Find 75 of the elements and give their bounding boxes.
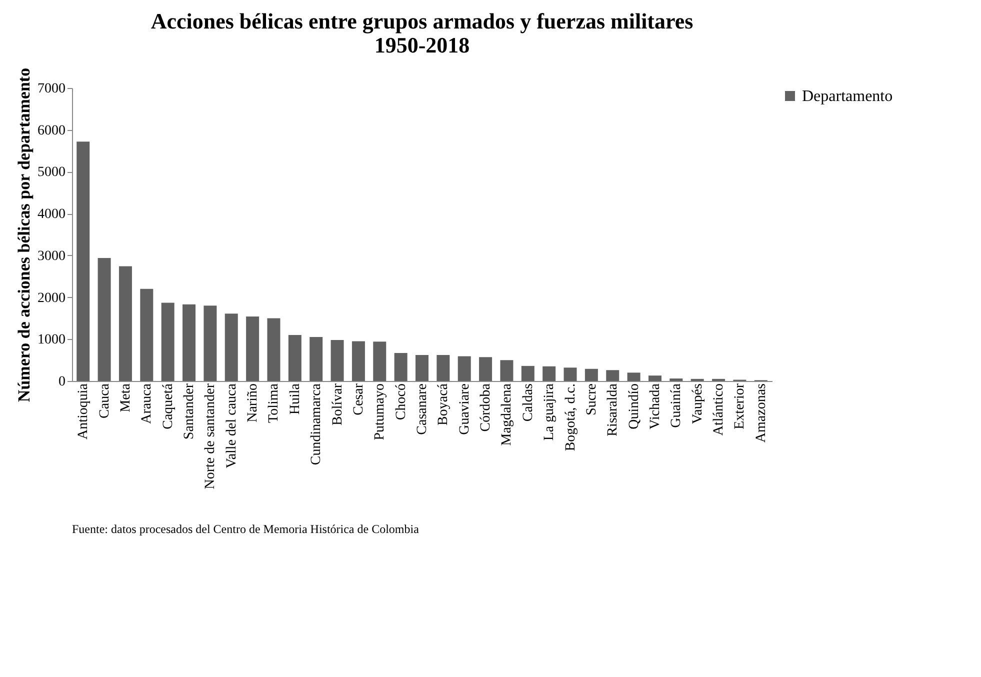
x-tick-label: Guainía [669,382,684,428]
x-tick-label: Vichada [648,382,663,430]
y-tick-label: 2000 [38,290,66,306]
x-tick-label: Caldas [520,384,536,422]
bar [288,334,302,381]
text: 1950-2018 [374,32,470,58]
legend-label: Departamento [802,88,893,105]
bar [224,314,238,381]
bar [161,302,174,381]
x-tick-label: Antioquia [76,382,92,440]
y-axis-title: Número de acciones bélicas por departamento [14,68,34,402]
x-tick-label: Casanare [415,384,430,435]
x-tick-label: Guaviare [457,384,472,435]
bar [627,372,640,381]
x-tick-label: Meta [118,382,134,412]
bar [182,304,196,381]
x-tick-label: Amazonas [754,384,769,443]
y-tick-label: 4000 [38,207,66,222]
x-tick-label: La guajira [542,382,558,441]
x-tick-label: Huila [288,382,303,415]
bar [246,316,260,381]
text: Acciones bélicas entre grupos armados y fuerzas militares [150,8,694,34]
y-tick-label: 6000 [38,123,66,138]
bar [118,266,132,381]
bar [373,342,386,381]
bar [352,341,365,381]
y-tick-label: 5000 [38,165,66,180]
x-tick-label: Santander [182,383,198,440]
x-tick-label: Caquetá [160,382,176,430]
x-tick-label: Cauca [97,382,112,418]
x-tick-label: Chocó [394,384,409,420]
x-tick-label: Bogotá, d.c. [563,384,578,452]
x-tick-label: Boyacá [436,382,452,426]
bar [310,337,323,381]
bar [564,368,577,381]
bar [98,258,111,381]
bar [140,288,154,381]
x-tick-label: Quindío [626,384,642,430]
y-tick-label: 7000 [38,82,66,96]
x-tick-label: Arauca [140,382,155,424]
x-tick-label: Nariño [246,384,261,422]
x-tick-label: Córdoba [478,382,494,432]
x-tick-label: Cesar [351,383,366,416]
x-tick-label: Vaupés [690,384,706,424]
y-tick-label: 3000 [38,248,66,264]
x-tick-label: Tolima [266,382,282,423]
x-tick-label: Exterior [732,383,748,430]
bar [521,366,534,381]
x-tick-label: Norte de santander [203,383,218,490]
bar [416,355,428,381]
x-tick-label: Valle del cauca [224,382,240,468]
bar [436,355,450,381]
bar [204,306,217,381]
x-tick-label: Risaralda [606,382,621,436]
y-tick-label: 0 [58,374,66,390]
bar [330,340,344,381]
bar [267,318,280,381]
source-note: Fuente: datos procesados del Centro de Memoria Histórica de Colombia [72,522,420,536]
x-tick-label: Putumayo [372,384,388,440]
x-tick-label: Cundinamarca [309,382,324,466]
bar [76,142,90,381]
bar [648,376,662,381]
bar [458,356,471,381]
bar [479,357,492,381]
x-tick-label: Sucre [584,384,600,416]
bar [500,360,514,381]
bar [584,368,598,381]
y-tick-label: 1000 [38,332,66,348]
bar [394,352,408,381]
bar [606,370,620,381]
x-tick-label: Magdalena [500,382,515,446]
x-tick-label: Atlántico [712,384,727,436]
bar [542,366,556,381]
bar [670,378,683,381]
x-tick-label: Bolívar [330,383,346,426]
